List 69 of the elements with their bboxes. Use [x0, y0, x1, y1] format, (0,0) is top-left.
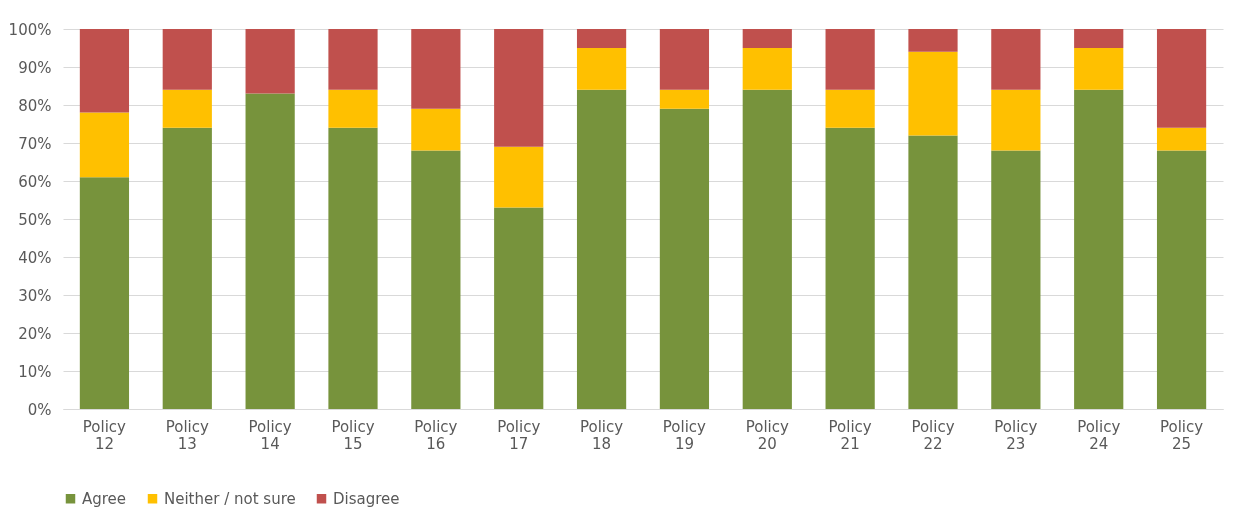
y-tick-label: 80% [18, 96, 52, 115]
bar [991, 89, 1041, 151]
legend-label: Agree [82, 489, 127, 508]
bar [576, 29, 627, 48]
bar [328, 29, 378, 90]
bar [1074, 29, 1124, 48]
bar [328, 89, 378, 128]
legend-label: Neither / not sure [164, 489, 296, 508]
bar [162, 29, 212, 90]
y-tick-label: 50% [18, 210, 52, 229]
bar [79, 112, 130, 178]
bar [576, 89, 627, 409]
x-tick-label: Policy 16 [414, 417, 458, 453]
bar [825, 127, 875, 409]
x-tick-label: Policy 17 [497, 417, 541, 453]
bar [494, 207, 544, 409]
x-tick-label: Policy 24 [1077, 417, 1121, 453]
y-tick-label: 30% [18, 286, 52, 305]
bar [908, 135, 958, 409]
x-tick-label: Policy 23 [994, 417, 1038, 453]
bar [162, 127, 212, 409]
bar [742, 89, 792, 409]
y-tick-label: 70% [18, 134, 52, 153]
bar [659, 108, 710, 409]
bar [162, 89, 212, 128]
x-tick-label: Policy 14 [248, 417, 292, 453]
bar [411, 29, 461, 109]
x-tick-label: Policy 25 [1159, 417, 1204, 453]
bar [1074, 89, 1124, 409]
bar [991, 150, 1041, 409]
x-tick-label: Policy 15 [331, 417, 375, 453]
bar [576, 48, 627, 90]
legend-label: Disagree [333, 489, 400, 508]
y-tick-label: 0% [27, 400, 52, 419]
bar [742, 29, 792, 48]
x-tick-label: Policy 19 [662, 417, 707, 453]
bar [494, 29, 544, 147]
bar [742, 48, 792, 90]
bar [1156, 127, 1207, 151]
bar [79, 177, 130, 409]
y-tick-label: 40% [18, 248, 52, 267]
bar [328, 127, 378, 409]
bar [494, 146, 544, 208]
y-tick-label: 90% [18, 58, 52, 77]
y-tick-label: 10% [18, 362, 52, 381]
bar [411, 108, 461, 151]
bar [79, 29, 130, 113]
y-tick-label: 100% [8, 20, 52, 39]
x-tick-label: Policy 18 [579, 417, 624, 453]
x-tick-label: Policy 20 [745, 417, 789, 453]
bar [1074, 48, 1124, 90]
bar [908, 51, 958, 136]
y-tick-label: 20% [18, 324, 52, 343]
x-tick-label: Policy 22 [911, 417, 955, 453]
y-tick-label: 60% [18, 172, 52, 191]
bar [908, 29, 958, 52]
bar [411, 150, 461, 409]
bar [825, 89, 875, 128]
bar [1156, 150, 1207, 409]
x-tick-label: Policy 12 [82, 417, 127, 453]
bar [825, 29, 875, 90]
bar [659, 89, 710, 109]
bar [245, 93, 295, 409]
bar [659, 29, 710, 90]
bar [245, 29, 295, 94]
bar [991, 29, 1041, 90]
bar [1156, 29, 1207, 128]
x-tick-label: Policy 21 [828, 417, 872, 453]
x-tick-label: Policy 13 [165, 417, 209, 453]
